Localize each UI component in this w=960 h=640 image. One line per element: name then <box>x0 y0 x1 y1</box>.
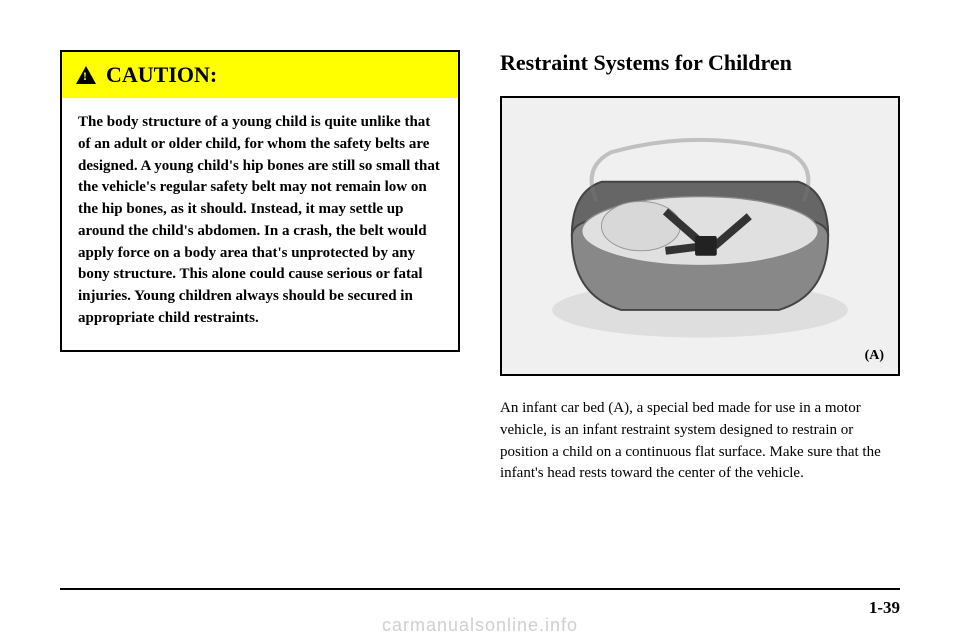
watermark-text: carmanualsonline.info <box>382 615 578 636</box>
page-number: 1-39 <box>869 598 900 618</box>
infant-car-bed-illustration <box>502 98 898 374</box>
left-column: CAUTION: The body structure of a young c… <box>60 50 460 570</box>
caution-title: CAUTION: <box>106 62 217 88</box>
caution-box: CAUTION: The body structure of a young c… <box>60 50 460 352</box>
right-column: Restraint Systems for Children <box>500 50 900 570</box>
illustration-label: (A) <box>865 348 884 364</box>
warning-triangle-icon <box>76 66 96 84</box>
section-body-text: An infant car bed (A), a special bed mad… <box>500 398 900 485</box>
caution-header: CAUTION: <box>62 52 458 98</box>
caution-text: The body structure of a young child is q… <box>78 112 442 330</box>
section-heading: Restraint Systems for Children <box>500 50 900 76</box>
illustration-box: (A) <box>500 96 900 376</box>
footer-divider <box>60 588 900 590</box>
page-content: CAUTION: The body structure of a young c… <box>60 50 900 570</box>
caution-body: The body structure of a young child is q… <box>62 98 458 350</box>
